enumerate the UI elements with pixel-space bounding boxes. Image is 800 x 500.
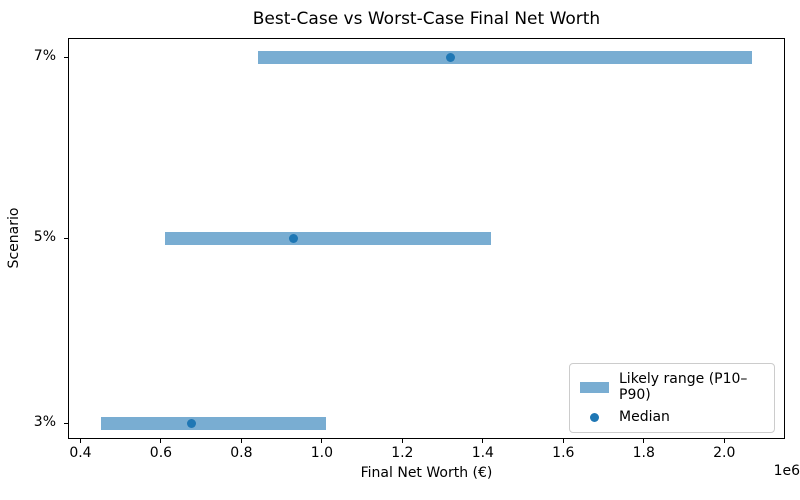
y-tick-label: 3% [33,414,56,430]
median-dot-icon [590,412,599,422]
legend: Likely range (P10–P90) Median [569,363,775,433]
y-tick-mark [64,237,68,239]
x-tick-label: 0.6 [149,445,173,461]
chart-title: Best-Case vs Worst-Case Final Net Worth [252,9,601,29]
y-tick-label: 5% [33,229,56,245]
legend-item-range: Likely range (P10–P90) [580,371,764,403]
x-tick-label: 1.8 [632,445,655,461]
x-tick-label: 2.0 [713,445,736,461]
range-bar-3% [100,416,326,430]
x-tick-mark [643,439,645,443]
legend-range-label: Likely range (P10–P90) [619,371,748,403]
x-tick-label: 0.8 [230,445,253,461]
legend-median-label: Median [619,409,670,425]
median-dot-7% [446,52,456,62]
x-tick-label: 1.2 [391,445,414,461]
y-tick-label: 7% [33,48,56,64]
y-tick-mark [64,422,68,424]
legend-item-median: Median [580,409,764,425]
median-dot-wrap [580,412,609,422]
range-swatch-icon [580,381,609,393]
x-tick-mark [482,439,484,443]
x-tick-label: 1.0 [310,445,333,461]
x-tick-mark [723,439,725,443]
x-tick-label: 0.4 [69,445,92,461]
range-bar-5% [164,231,491,245]
y-tick-mark [64,56,68,58]
x-tick-mark [321,439,323,443]
x-tick-mark [160,439,162,443]
x-tick-label: 1.6 [552,445,575,461]
x-axis-label: Final Net Worth (€) [360,465,493,481]
median-dot-3% [186,418,196,428]
range-bar-7% [257,50,753,64]
x-tick-mark [240,439,242,443]
median-dot-5% [289,233,299,243]
x-tick-mark [79,439,81,443]
x-tick-label: 1.4 [471,445,494,461]
x-axis-offset-label: 1e6 [773,463,800,479]
x-tick-mark [562,439,564,443]
x-tick-mark [401,439,403,443]
